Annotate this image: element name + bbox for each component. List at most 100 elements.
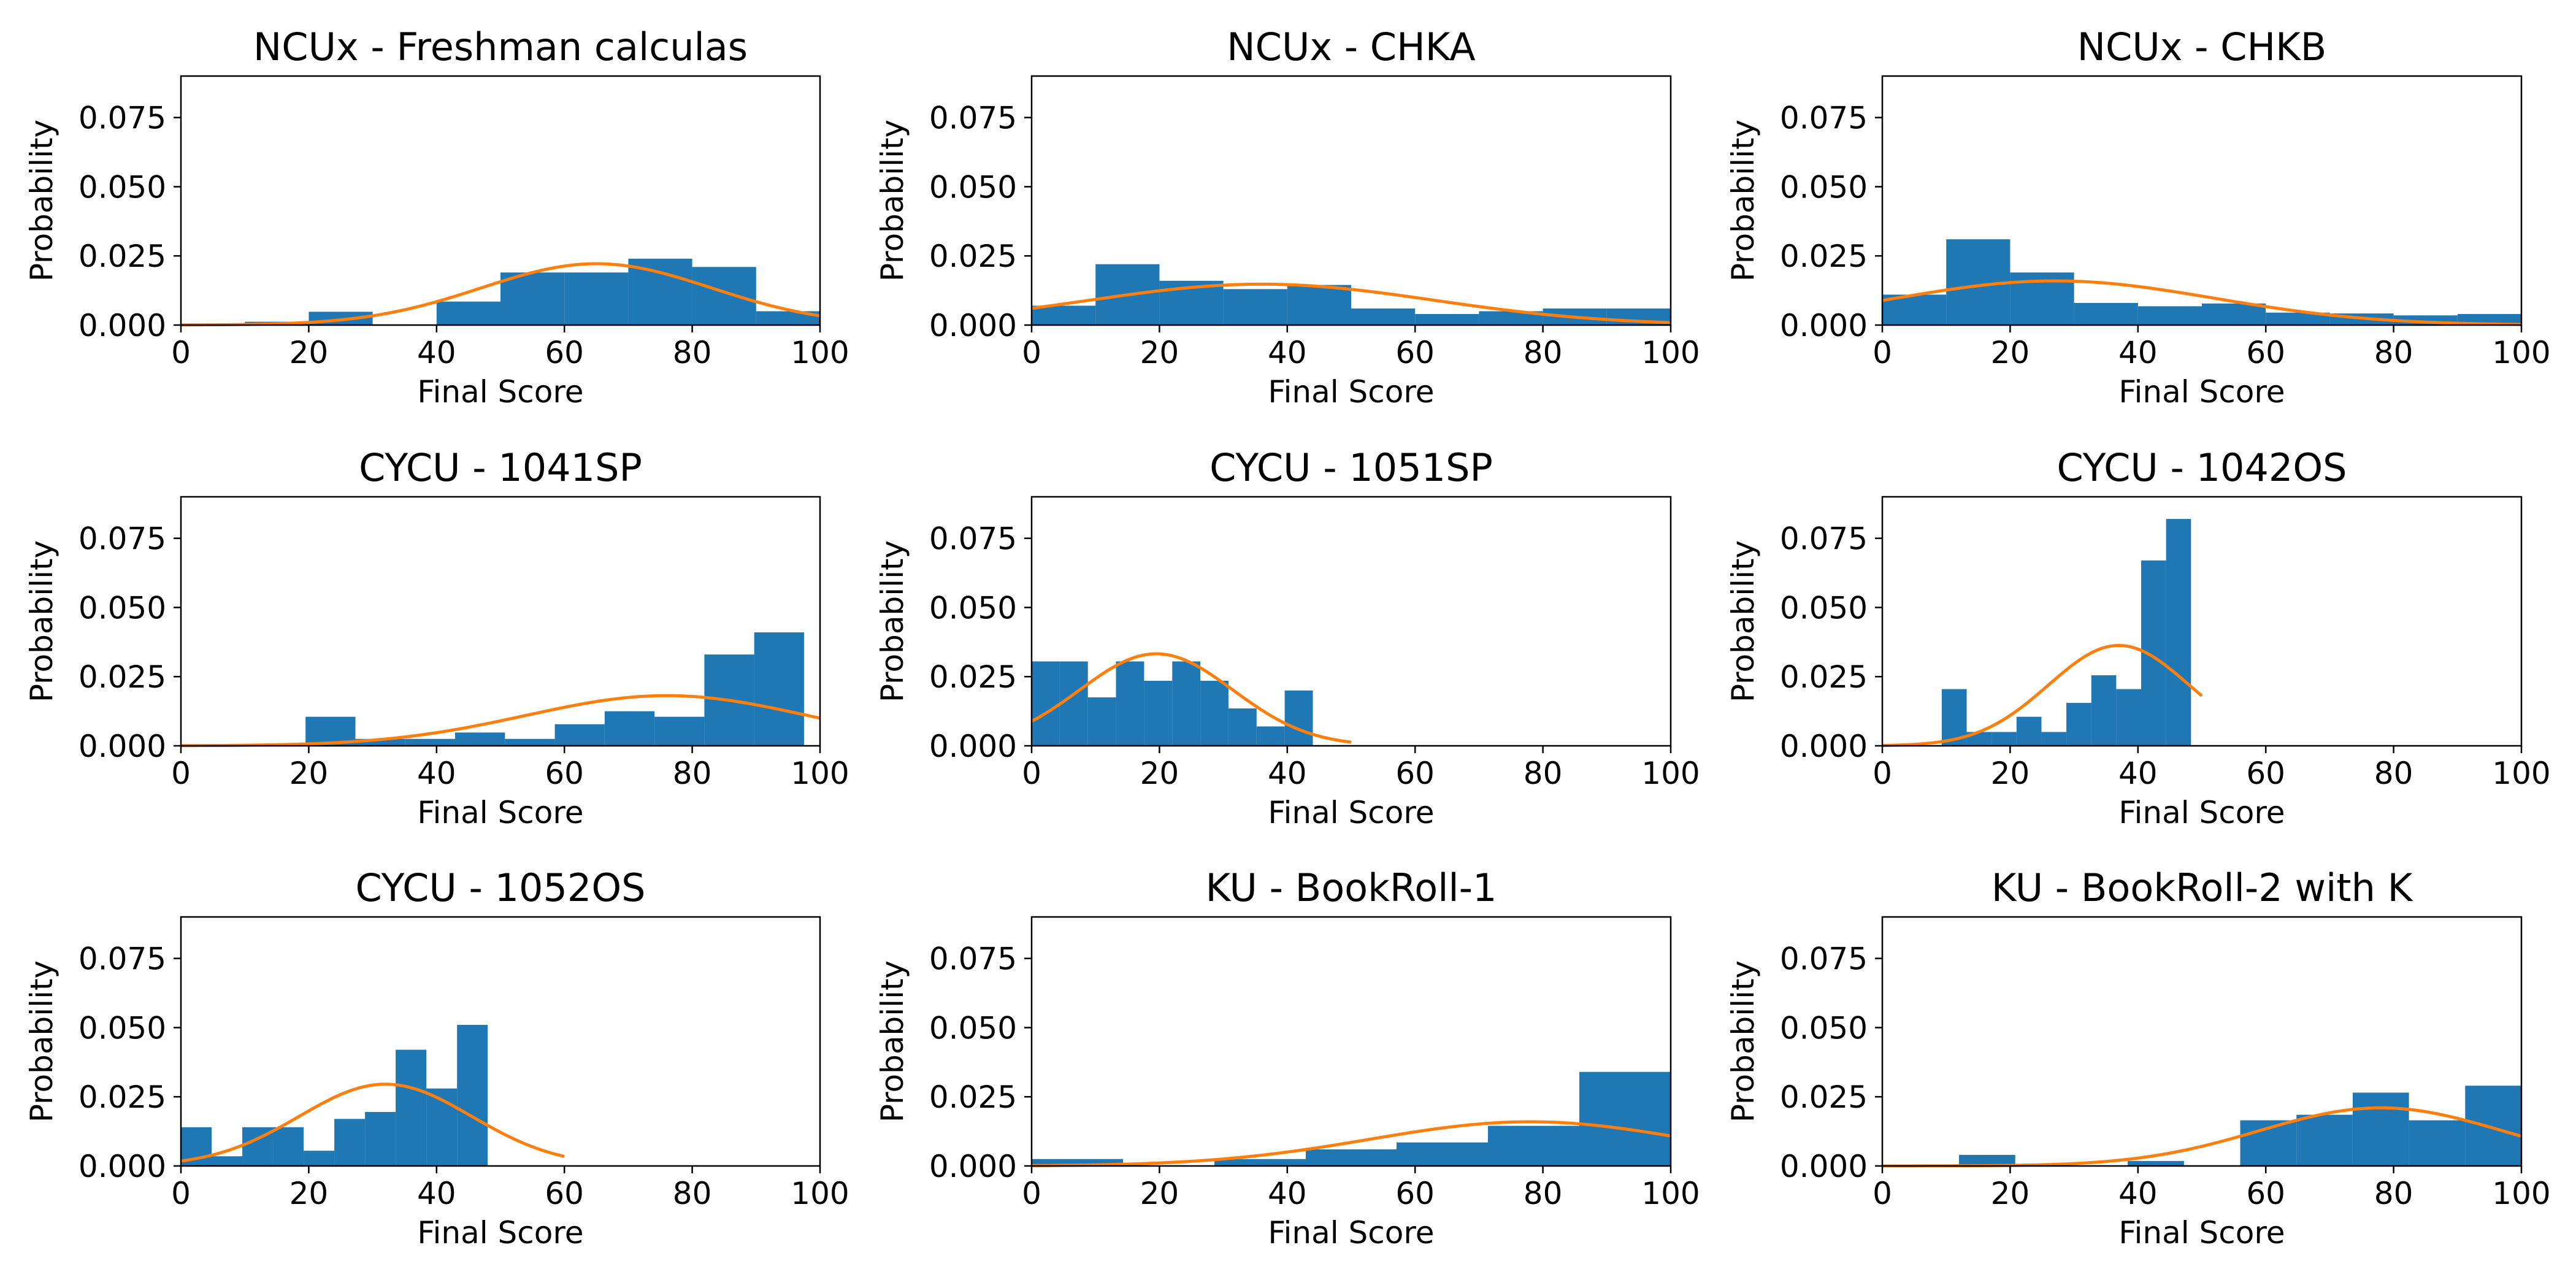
histogram-bar bbox=[1306, 1149, 1397, 1166]
y-tick-label: 0.075 bbox=[1780, 521, 1868, 557]
y-tick-label: 0.050 bbox=[1780, 590, 1868, 626]
x-axis-label: Final Score bbox=[417, 374, 583, 410]
histogram-bar bbox=[1287, 285, 1351, 325]
fit-curve-line bbox=[1030, 652, 1352, 744]
histogram-bar bbox=[2066, 703, 2091, 746]
x-tick-label: 40 bbox=[417, 335, 456, 370]
histogram-bar bbox=[604, 711, 655, 746]
x-tick-label: 20 bbox=[289, 335, 329, 370]
y-tick-label: 0.075 bbox=[1780, 101, 1868, 136]
histogram-bar bbox=[1991, 732, 2017, 746]
x-axis-label: Final Score bbox=[1268, 374, 1434, 410]
x-tick-label: 60 bbox=[545, 335, 584, 370]
histogram-bar bbox=[1579, 1071, 1671, 1166]
histogram-bar bbox=[1396, 1142, 1488, 1166]
x-tick-label: 0 bbox=[1873, 335, 1892, 370]
x-tick-label: 100 bbox=[1641, 1176, 1700, 1211]
subplot-title: KU - BookRoll-2 with K bbox=[1991, 865, 2413, 910]
x-tick-label: 0 bbox=[1022, 1176, 1041, 1211]
y-axis-label: Probability bbox=[875, 960, 910, 1122]
x-tick-label: 80 bbox=[2374, 756, 2413, 791]
histogram-bar bbox=[355, 738, 405, 746]
histogram-bar bbox=[500, 272, 565, 325]
y-tick-label: 0.000 bbox=[1780, 308, 1868, 343]
histogram-bar bbox=[212, 1156, 243, 1166]
x-axis-label: Final Score bbox=[417, 1215, 583, 1251]
histogram-bar bbox=[405, 738, 456, 746]
histogram-bar bbox=[1116, 661, 1144, 746]
y-tick-label: 0.050 bbox=[929, 169, 1017, 205]
x-tick-label: 40 bbox=[417, 756, 456, 791]
histogram-bar bbox=[2041, 732, 2067, 746]
histogram-bar bbox=[1351, 308, 1416, 325]
y-tick-label: 0.000 bbox=[1780, 1149, 1868, 1184]
fit-curve-line bbox=[180, 262, 821, 327]
histogram-bar bbox=[505, 738, 555, 746]
x-axis-label: Final Score bbox=[2118, 795, 2285, 830]
subplot-7: 0 20 40 60 80 100 0.000 0.025 0.050 0.075 CYCU - 1… bbox=[24, 865, 849, 1251]
x-tick-label: 20 bbox=[1140, 1176, 1179, 1211]
x-tick-label: 80 bbox=[1524, 756, 1563, 791]
x-tick-label: 40 bbox=[1268, 756, 1307, 791]
y-tick-label: 0.025 bbox=[1780, 1079, 1868, 1115]
histogram-bar bbox=[1415, 313, 1479, 325]
y-tick-label: 0.000 bbox=[79, 729, 166, 764]
histogram-bar bbox=[2409, 1120, 2466, 1166]
histogram-bar bbox=[1479, 311, 1543, 325]
x-tick-label: 20 bbox=[1991, 756, 2030, 791]
y-axis-label: Probability bbox=[24, 120, 59, 282]
histogram-bar bbox=[692, 267, 756, 325]
y-tick-label: 0.025 bbox=[79, 659, 166, 695]
x-tick-label: 60 bbox=[545, 1176, 584, 1211]
y-tick-label: 0.050 bbox=[79, 590, 166, 626]
histogram-bar bbox=[1032, 661, 1060, 746]
subplot-1: 0 20 40 60 80 100 0.000 0.025 0.050 0.075 NCUx - F… bbox=[24, 25, 849, 410]
histogram-bar bbox=[1144, 680, 1173, 746]
subplot-3: 0 20 40 60 80 100 0.000 0.025 0.050 0.075 NCUx - C… bbox=[1725, 25, 2551, 410]
x-tick-label: 100 bbox=[791, 1176, 849, 1211]
x-tick-label: 60 bbox=[2246, 756, 2285, 791]
fit-curve-line bbox=[180, 694, 821, 748]
axes-frame bbox=[1881, 75, 2523, 326]
histogram-bar bbox=[334, 1119, 366, 1166]
axes-frame bbox=[1030, 916, 1672, 1167]
y-tick-label: 0.025 bbox=[79, 1079, 166, 1115]
y-axis-label: Probability bbox=[875, 120, 910, 282]
x-tick-label: 0 bbox=[171, 1176, 191, 1211]
fit-curve-line bbox=[180, 1083, 565, 1163]
y-tick-label: 0.025 bbox=[79, 239, 166, 274]
x-tick-label: 60 bbox=[2246, 1176, 2285, 1211]
histogram-bar bbox=[2202, 303, 2266, 325]
y-tick-label: 0.000 bbox=[929, 1149, 1017, 1184]
y-tick-label: 0.050 bbox=[79, 1010, 166, 1046]
x-tick-label: 0 bbox=[1022, 335, 1041, 370]
histogram-bar bbox=[554, 724, 605, 746]
subplot-title: NCUx - CHKB bbox=[2077, 25, 2327, 69]
x-tick-label: 100 bbox=[1641, 335, 1700, 370]
y-tick-label: 0.075 bbox=[79, 101, 166, 136]
x-tick-label: 60 bbox=[1395, 756, 1435, 791]
subplot-title: CYCU - 1041SP bbox=[359, 445, 642, 490]
histogram-bar bbox=[754, 632, 804, 746]
x-tick-label: 60 bbox=[1395, 335, 1435, 370]
subplot-9: 0 20 40 60 80 100 0.000 0.025 0.050 0.075 KU - Boo… bbox=[1725, 865, 2551, 1251]
histogram-bar bbox=[756, 311, 820, 325]
x-tick-label: 40 bbox=[2118, 335, 2158, 370]
y-axis-label: Probability bbox=[1725, 540, 1761, 702]
histogram-bar bbox=[2128, 1160, 2184, 1166]
axes-frame bbox=[180, 496, 821, 747]
histogram-bar bbox=[455, 732, 505, 746]
fit-curve-line bbox=[1031, 1120, 1671, 1167]
histogram-bar bbox=[2116, 689, 2142, 746]
subplot-title: KU - BookRoll-1 bbox=[1206, 865, 1497, 910]
histogram-bar bbox=[396, 1049, 427, 1166]
histogram-bar bbox=[654, 716, 705, 746]
x-tick-label: 20 bbox=[289, 756, 329, 791]
subplot-2: 0 20 40 60 80 100 0.000 0.025 0.050 0.075 NCUx - C… bbox=[875, 25, 1700, 410]
histogram-bar bbox=[2016, 716, 2042, 746]
subplot-8: 0 20 40 60 80 100 0.000 0.025 0.050 0.075 KU - Boo… bbox=[875, 865, 1700, 1251]
histogram-bar bbox=[2137, 306, 2202, 325]
histogram-bar bbox=[1032, 1159, 1124, 1166]
x-axis-label: Final Score bbox=[417, 795, 583, 830]
